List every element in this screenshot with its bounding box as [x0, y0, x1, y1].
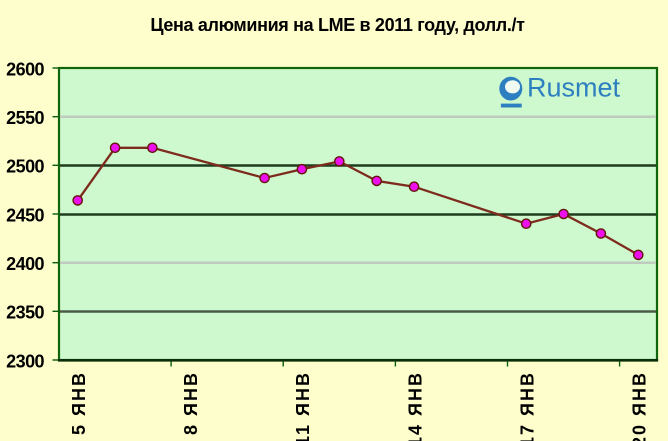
svg-text:Rusmet: Rusmet — [527, 73, 621, 103]
svg-text:11 ЯНВ: 11 ЯНВ — [293, 371, 313, 441]
svg-text:2450: 2450 — [6, 205, 44, 225]
svg-text:17 ЯНВ: 17 ЯНВ — [518, 371, 538, 441]
svg-text:2500: 2500 — [6, 157, 44, 177]
svg-text:5 ЯНВ: 5 ЯНВ — [69, 371, 89, 435]
svg-text:2400: 2400 — [6, 254, 44, 274]
svg-text:8 ЯНВ: 8 ЯНВ — [181, 371, 201, 435]
svg-text:2300: 2300 — [6, 351, 44, 371]
svg-text:2550: 2550 — [6, 108, 44, 128]
svg-text:2350: 2350 — [6, 303, 44, 323]
svg-text:2600: 2600 — [6, 59, 44, 79]
svg-text:Цена алюминия на LME в 2011 го: Цена алюминия на LME в 2011 году, долл./… — [150, 15, 525, 35]
svg-text:14 ЯНВ: 14 ЯНВ — [405, 371, 425, 441]
svg-text:20 ЯНВ: 20 ЯНВ — [630, 371, 650, 441]
